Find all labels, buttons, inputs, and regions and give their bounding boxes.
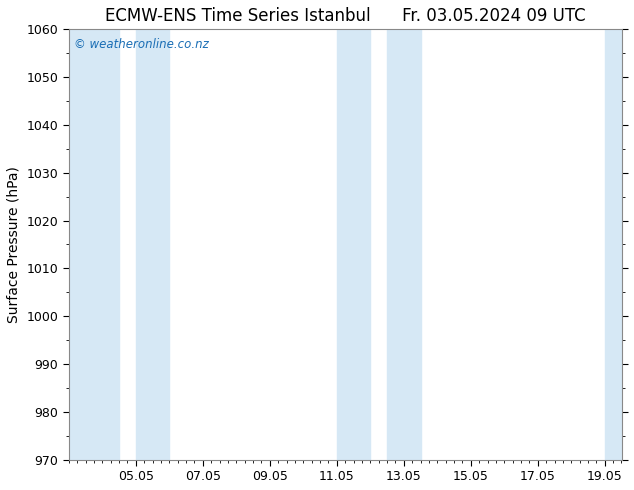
- Y-axis label: Surface Pressure (hPa): Surface Pressure (hPa): [7, 166, 21, 323]
- Bar: [337, 29, 370, 460]
- Bar: [387, 29, 420, 460]
- Text: © weatheronline.co.nz: © weatheronline.co.nz: [74, 38, 209, 51]
- Bar: [69, 29, 119, 460]
- Bar: [136, 29, 169, 460]
- Bar: [605, 29, 621, 460]
- Title: ECMW-ENS Time Series Istanbul      Fr. 03.05.2024 09 UTC: ECMW-ENS Time Series Istanbul Fr. 03.05.…: [105, 7, 585, 25]
